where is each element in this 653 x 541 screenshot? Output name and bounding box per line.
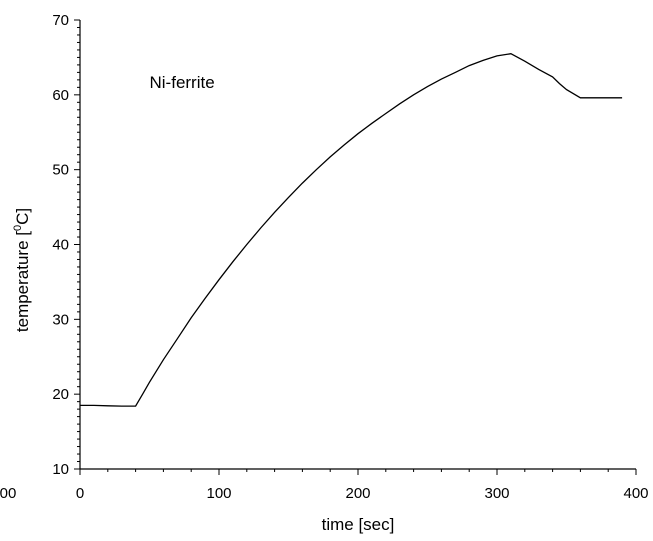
series-layer	[80, 53, 623, 407]
ticks	[74, 19, 637, 475]
y-axis-title: temperature [0C]	[12, 208, 32, 332]
series-line	[80, 53, 623, 407]
annotations: Ni-ferrite	[150, 73, 215, 92]
x-tick-label: 400	[623, 485, 648, 502]
x-tick-label: 100	[206, 485, 231, 502]
tick-labels: 0 100 200 300 400 10 20 30 40 50 60 70	[52, 12, 648, 502]
x-tick-label: 200	[345, 485, 370, 502]
y-tick-label: 60	[52, 87, 69, 104]
x-tick-label: 300	[484, 485, 509, 502]
clipped-left-tick-label: 00	[0, 485, 16, 502]
x-axis-title: time [sec]	[322, 515, 395, 534]
y-tick-label: 40	[52, 237, 69, 254]
y-tick-label: 50	[52, 162, 69, 179]
y-tick-label: 30	[52, 311, 69, 328]
annotation-label: Ni-ferrite	[150, 73, 215, 92]
y-axis-title-end: C]	[13, 208, 32, 225]
y-tick-label: 10	[52, 461, 69, 478]
y-tick-label: 70	[52, 12, 69, 29]
y-axis-title-superscript: 0	[12, 225, 24, 231]
x-tick-label: 0	[76, 485, 84, 502]
y-tick-label: 20	[52, 386, 69, 403]
y-axis-title-main: temperature [	[13, 231, 32, 332]
